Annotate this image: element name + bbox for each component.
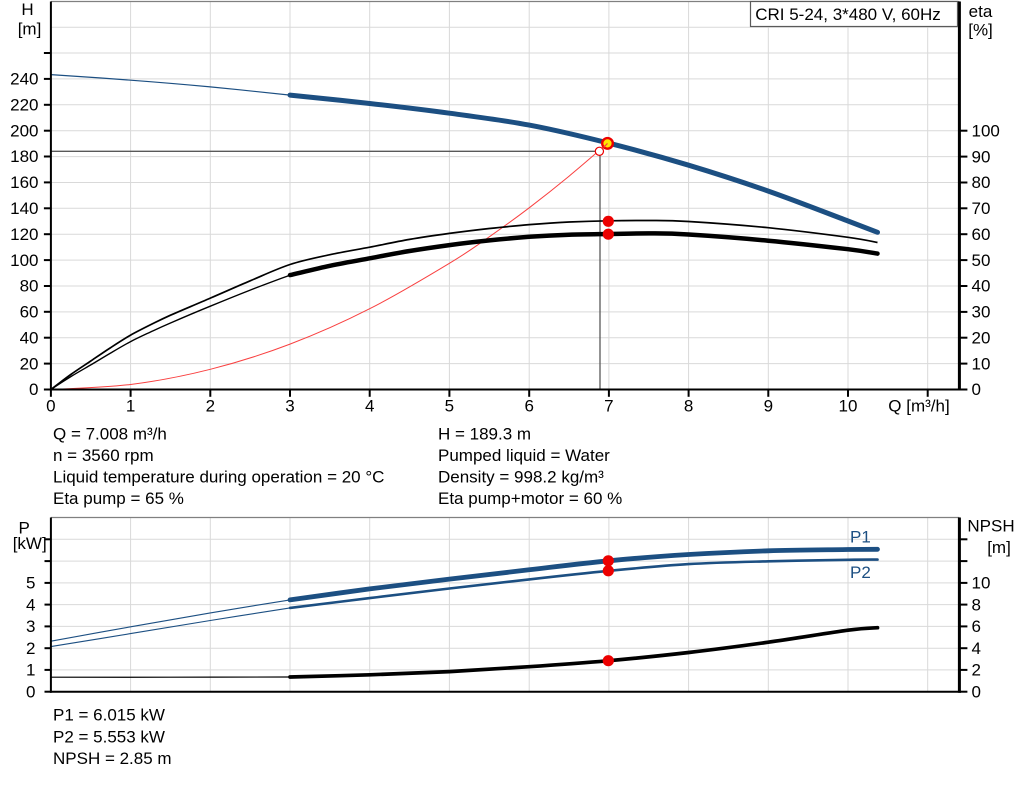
svg-text:40: 40 [972,277,991,296]
svg-text:40: 40 [20,328,39,347]
svg-text:CRI 5-24, 3*480 V, 60Hz: CRI 5-24, 3*480 V, 60Hz [755,5,941,24]
svg-text:100: 100 [972,121,1000,140]
svg-text:20: 20 [972,328,991,347]
svg-text:90: 90 [972,147,991,166]
svg-text:140: 140 [10,199,38,218]
svg-text:NPSH: NPSH [967,517,1014,536]
svg-text:[kW]: [kW] [13,534,47,553]
svg-text:0: 0 [29,380,38,399]
svg-text:240: 240 [10,70,38,89]
svg-text:8: 8 [972,595,981,614]
svg-text:6: 6 [524,397,533,416]
svg-text:Pumped liquid = Water: Pumped liquid = Water [438,446,610,465]
svg-text:Liquid temperature during oper: Liquid temperature during operation = 20… [53,468,384,487]
svg-text:5: 5 [445,397,454,416]
svg-text:0: 0 [972,682,981,701]
svg-text:10: 10 [839,397,858,416]
svg-text:3: 3 [26,617,35,636]
svg-text:P: P [19,518,30,537]
svg-text:80: 80 [972,173,991,192]
svg-text:P2: P2 [850,563,871,582]
svg-text:P2 = 5.553 kW: P2 = 5.553 kW [53,727,165,746]
svg-text:Eta pump = 65 %: Eta pump = 65 % [53,489,184,508]
svg-text:Q [m³/h]: Q [m³/h] [888,397,949,416]
svg-text:2: 2 [206,397,215,416]
svg-text:10: 10 [972,574,991,593]
svg-text:n = 3560 rpm: n = 3560 rpm [53,446,154,465]
svg-text:30: 30 [972,303,991,322]
svg-text:Q = 7.008 m³/h: Q = 7.008 m³/h [53,425,167,444]
svg-text:4: 4 [365,397,374,416]
svg-text:4: 4 [26,595,35,614]
svg-text:120: 120 [10,225,38,244]
svg-text:220: 220 [10,96,38,115]
svg-text:60: 60 [972,225,991,244]
svg-text:[m]: [m] [18,20,42,39]
svg-text:Eta pump+motor = 60 %: Eta pump+motor = 60 % [438,489,622,508]
svg-text:H: H [21,0,33,19]
svg-text:70: 70 [972,199,991,218]
svg-text:2: 2 [26,639,35,658]
svg-text:20: 20 [20,354,39,373]
svg-text:0: 0 [46,397,55,416]
svg-text:1: 1 [26,661,35,680]
svg-text:100: 100 [10,251,38,270]
svg-text:8: 8 [684,397,693,416]
svg-text:180: 180 [10,147,38,166]
svg-text:0: 0 [26,682,35,701]
svg-text:0: 0 [972,380,981,399]
svg-text:200: 200 [10,121,38,140]
svg-text:NPSH = 2.85 m: NPSH = 2.85 m [53,749,172,768]
svg-text:6: 6 [972,617,981,636]
svg-text:[%]: [%] [968,21,993,40]
svg-text:2: 2 [972,661,981,680]
svg-text:P1 = 6.015 kW: P1 = 6.015 kW [53,706,165,725]
svg-text:4: 4 [972,639,981,658]
svg-text:1: 1 [126,397,135,416]
svg-text:9: 9 [764,397,773,416]
svg-text:[m]: [m] [987,538,1011,557]
svg-text:3: 3 [285,397,294,416]
svg-text:5: 5 [26,574,35,593]
svg-text:7: 7 [604,397,613,416]
svg-text:60: 60 [20,303,39,322]
svg-text:50: 50 [972,251,991,270]
svg-text:80: 80 [20,277,39,296]
svg-text:10: 10 [972,354,991,373]
svg-text:Density = 998.2 kg/m³: Density = 998.2 kg/m³ [438,468,604,487]
svg-text:H = 189.3 m: H = 189.3 m [438,425,531,444]
svg-text:160: 160 [10,173,38,192]
svg-text:P1: P1 [850,528,871,547]
svg-text:eta: eta [969,2,993,21]
